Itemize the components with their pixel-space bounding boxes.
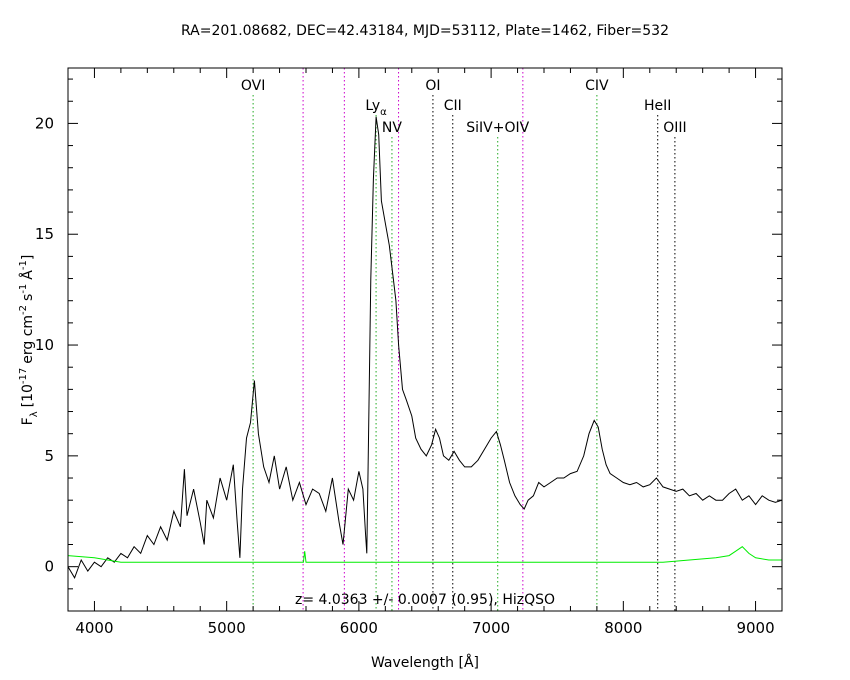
chart-title: RA=201.08682, DEC=42.43184, MJD=53112, P… bbox=[181, 23, 669, 39]
x-tick-label: 8000 bbox=[604, 619, 642, 637]
x-tick-label: 6000 bbox=[340, 619, 378, 637]
x-tick-label: 4000 bbox=[75, 619, 113, 637]
emission-line-label: HeII bbox=[644, 98, 671, 114]
redshift-annotation: z= 4.0363 +/- 0.0007 (0.95), HizQSO bbox=[295, 592, 555, 608]
emission-line-label: NV bbox=[382, 120, 402, 136]
y-tick-label: 20 bbox=[35, 114, 54, 132]
x-tick-label: 7000 bbox=[472, 619, 510, 637]
emission-line-label: OVI bbox=[241, 78, 265, 94]
y-tick-label: 5 bbox=[44, 447, 54, 465]
emission-line-label: OI bbox=[425, 78, 440, 94]
emission-line-label: OIII bbox=[663, 120, 686, 136]
emission-line-label: SiIV+OIV bbox=[466, 120, 529, 136]
x-tick-label: 5000 bbox=[208, 619, 246, 637]
emission-line-label: CII bbox=[444, 98, 462, 114]
y-axis-label: Fλ[10-17erg cm-2s-1Å-1] bbox=[18, 255, 40, 426]
y-tick-label: 15 bbox=[35, 225, 54, 243]
emission-line-label: CIV bbox=[585, 78, 609, 94]
x-tick-label: 9000 bbox=[736, 619, 774, 637]
y-tick-label: 10 bbox=[35, 336, 54, 354]
flux-series bbox=[67, 116, 783, 579]
error-series bbox=[67, 546, 782, 563]
y-tick-label: 0 bbox=[44, 558, 54, 576]
x-axis-label: Wavelength [Å] bbox=[371, 654, 479, 671]
plot-frame bbox=[67, 67, 783, 612]
